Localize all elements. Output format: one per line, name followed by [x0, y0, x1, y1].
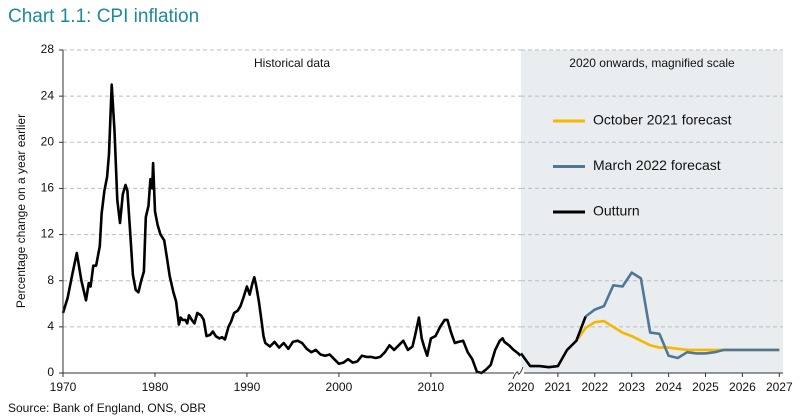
x-tick-label: 2027 [766, 380, 793, 394]
panel-annotation: Historical data [254, 56, 330, 70]
chart-title: Chart 1.1: CPI inflation [8, 6, 199, 27]
legend-label: March 2022 forecast [593, 157, 721, 173]
x-tick-label: 2023 [618, 380, 645, 394]
y-tick-label: 16 [41, 181, 55, 195]
x-tick-label: 2022 [581, 380, 608, 394]
y-tick-label: 4 [47, 319, 54, 333]
x-tick-label: 2010 [418, 380, 445, 394]
series-line [61, 83, 522, 375]
x-tick-label: 2024 [655, 380, 682, 394]
x-tick-label: 1990 [234, 380, 261, 394]
series-line [519, 316, 587, 369]
y-tick-label: 20 [41, 134, 55, 148]
x-tick-label: 2021 [545, 380, 572, 394]
y-tick-label: 0 [47, 365, 54, 379]
y-tick-label: 24 [41, 88, 55, 102]
legend-label: Outturn [593, 203, 640, 219]
legend-label: October 2021 forecast [593, 112, 732, 128]
x-tick-label: 1980 [142, 380, 169, 394]
x-tick-label: 1970 [50, 380, 77, 394]
y-tick-label: 28 [41, 42, 55, 56]
x-tick-label: 2020 [508, 380, 535, 394]
x-tick-label: 2025 [692, 380, 719, 394]
x-tick-label: 2026 [729, 380, 756, 394]
y-tick-label: 8 [47, 273, 54, 287]
panel-annotation: 2020 onwards, magnified scale [569, 56, 735, 70]
background-layer [63, 49, 783, 374]
source-note: Source: Bank of England, ONS, OBR [8, 401, 206, 415]
y-tick-label: 12 [41, 227, 55, 241]
x-tick-label: 2000 [326, 380, 353, 394]
axis-break-gap [514, 367, 524, 379]
series-line [584, 271, 780, 360]
axis-break [512, 366, 524, 380]
y-axis-label: Percentage change on a year earlier [14, 114, 28, 308]
